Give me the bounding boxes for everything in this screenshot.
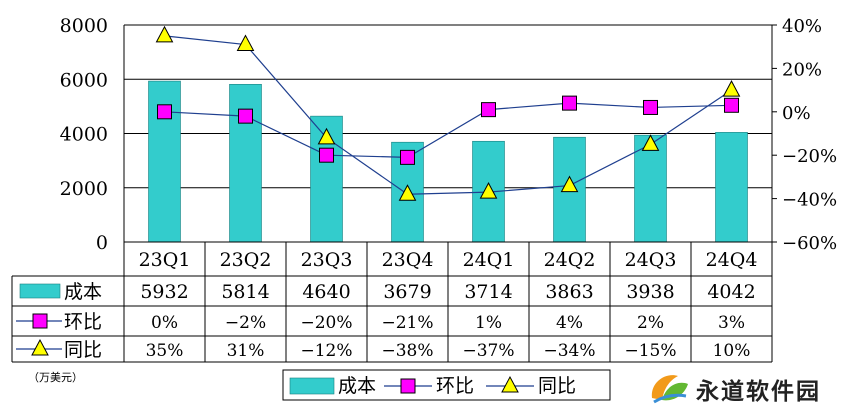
square-marker bbox=[239, 109, 253, 123]
x-tick-label: 23Q3 bbox=[301, 249, 353, 271]
table-cell: −21% bbox=[381, 313, 433, 333]
bar-key bbox=[20, 284, 60, 298]
triangle-key bbox=[32, 340, 48, 355]
y2-tick-label: −40% bbox=[782, 190, 837, 211]
row-header: 成本 bbox=[64, 281, 102, 303]
legend-label: 成本 bbox=[338, 375, 376, 397]
y2-tick-label: 40% bbox=[782, 16, 822, 37]
square-marker bbox=[644, 100, 658, 114]
table-cell: 3679 bbox=[383, 281, 431, 303]
square-key bbox=[33, 314, 47, 328]
table-cell: 1% bbox=[475, 313, 502, 333]
square-marker bbox=[725, 98, 739, 112]
table-cell: 31% bbox=[227, 341, 265, 361]
square-marker bbox=[482, 103, 496, 117]
table-cell: −20% bbox=[300, 313, 352, 333]
square-marker bbox=[563, 96, 577, 110]
square-marker bbox=[320, 148, 334, 162]
watermark: 永道软件园 bbox=[648, 366, 838, 410]
x-tick-label: 23Q2 bbox=[220, 249, 272, 271]
table-cell: −2% bbox=[225, 313, 266, 333]
legend-label: 环比 bbox=[436, 375, 474, 397]
table-cell: 3714 bbox=[464, 281, 512, 303]
y2-tick-label: −60% bbox=[782, 233, 837, 254]
triangle-marker bbox=[724, 81, 740, 96]
legend: 成本 环比 同比 bbox=[283, 370, 610, 400]
x-tick-label: 24Q1 bbox=[463, 249, 515, 271]
unit-note: （万美元） bbox=[28, 371, 83, 384]
table-cell: 3863 bbox=[545, 281, 593, 303]
chart: 0 2000 4000 6000 8000 −60% −40% −20% 0% 20% 40% 23… bbox=[0, 0, 844, 414]
table-cell: 35% bbox=[146, 341, 184, 361]
table-cell: −37% bbox=[462, 341, 514, 361]
bar bbox=[230, 84, 262, 242]
bar bbox=[635, 135, 667, 242]
triangle-marker bbox=[238, 36, 254, 51]
x-tick-label: 24Q2 bbox=[544, 249, 596, 271]
table-cell: 0% bbox=[151, 313, 178, 333]
square-marker bbox=[158, 105, 172, 119]
table-cell: 5932 bbox=[140, 281, 188, 303]
x-tick-label: 24Q4 bbox=[706, 249, 758, 271]
table-cell: 3938 bbox=[626, 281, 674, 303]
y-tick-label: 8000 bbox=[60, 15, 108, 37]
table-cell: −38% bbox=[381, 341, 433, 361]
y-tick-label: 0 bbox=[96, 232, 108, 254]
square-marker bbox=[401, 150, 415, 164]
table-cell: 3% bbox=[718, 313, 745, 333]
watermark-text: 永道软件园 bbox=[696, 372, 821, 406]
y-tick-label: 6000 bbox=[60, 69, 108, 91]
y-tick-label: 2000 bbox=[60, 178, 108, 200]
y-tick-label: 4000 bbox=[60, 124, 108, 146]
table-cell: 4042 bbox=[707, 281, 755, 303]
legend-square-key bbox=[401, 379, 415, 393]
x-tick-label: 24Q3 bbox=[625, 249, 677, 271]
bar bbox=[716, 132, 748, 242]
legend-label: 同比 bbox=[538, 375, 576, 397]
leaf-logo-icon bbox=[648, 368, 690, 406]
triangle-marker bbox=[157, 27, 173, 42]
y2-tick-label: 0% bbox=[782, 103, 811, 124]
table-cell: 4% bbox=[556, 313, 583, 333]
table-cell: 10% bbox=[713, 341, 751, 361]
table-cell: −15% bbox=[624, 341, 676, 361]
table-cell: 5814 bbox=[221, 281, 269, 303]
x-tick-label: 23Q1 bbox=[139, 249, 191, 271]
legend-bar-key bbox=[290, 378, 334, 394]
y2-tick-label: 20% bbox=[782, 59, 822, 80]
table-cell: 2% bbox=[637, 313, 664, 333]
y2-tick-label: −20% bbox=[782, 146, 837, 167]
x-tick-label: 23Q4 bbox=[382, 249, 434, 271]
row-header: 环比 bbox=[64, 311, 102, 333]
row-header: 同比 bbox=[64, 339, 102, 361]
table-cell: 4640 bbox=[302, 281, 350, 303]
table-cell: −34% bbox=[543, 341, 595, 361]
table-cell: −12% bbox=[300, 341, 352, 361]
